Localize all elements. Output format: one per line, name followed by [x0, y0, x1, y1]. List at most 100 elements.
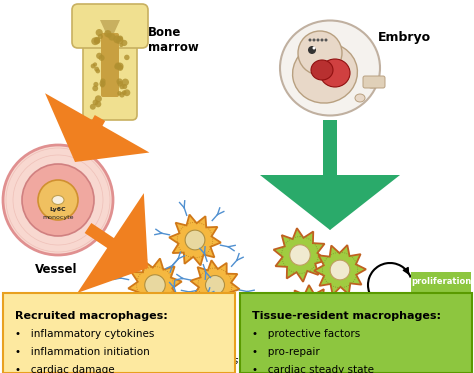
Circle shape	[117, 65, 123, 71]
Circle shape	[95, 69, 100, 73]
Polygon shape	[323, 120, 337, 208]
FancyBboxPatch shape	[411, 272, 471, 292]
Circle shape	[94, 37, 100, 43]
Ellipse shape	[355, 94, 365, 102]
Circle shape	[145, 275, 165, 295]
Circle shape	[98, 34, 103, 39]
Circle shape	[100, 83, 105, 88]
Circle shape	[312, 38, 316, 41]
Circle shape	[122, 90, 127, 95]
Circle shape	[22, 164, 94, 236]
FancyBboxPatch shape	[72, 4, 148, 48]
Circle shape	[121, 40, 128, 46]
FancyBboxPatch shape	[101, 33, 119, 97]
Polygon shape	[100, 20, 120, 42]
Ellipse shape	[320, 59, 350, 87]
Polygon shape	[169, 214, 221, 266]
Circle shape	[309, 38, 311, 41]
Polygon shape	[79, 115, 105, 149]
Polygon shape	[128, 258, 182, 311]
Circle shape	[317, 38, 319, 41]
Text: •   cardiac steady state: • cardiac steady state	[252, 365, 374, 373]
Circle shape	[119, 43, 123, 47]
Circle shape	[96, 29, 103, 36]
FancyBboxPatch shape	[83, 25, 137, 120]
Circle shape	[118, 81, 123, 87]
Circle shape	[114, 64, 120, 69]
FancyBboxPatch shape	[363, 76, 385, 88]
Text: proliferation: proliferation	[411, 278, 471, 286]
Polygon shape	[319, 208, 341, 230]
Text: •   inflammatory cytokines: • inflammatory cytokines	[15, 329, 155, 339]
Circle shape	[117, 35, 123, 41]
Polygon shape	[75, 142, 92, 162]
Circle shape	[94, 38, 100, 44]
Circle shape	[298, 31, 342, 75]
Text: Vessel: Vessel	[35, 263, 77, 276]
Polygon shape	[286, 285, 334, 335]
Polygon shape	[314, 245, 366, 295]
Ellipse shape	[365, 78, 379, 88]
Circle shape	[94, 67, 99, 72]
Circle shape	[330, 260, 350, 280]
Circle shape	[99, 55, 105, 61]
Circle shape	[91, 37, 99, 45]
Circle shape	[117, 78, 123, 85]
Circle shape	[100, 81, 106, 87]
Polygon shape	[85, 223, 137, 263]
Circle shape	[107, 33, 111, 38]
Circle shape	[93, 82, 99, 87]
Text: •   protective factors: • protective factors	[252, 329, 360, 339]
Circle shape	[124, 55, 129, 60]
Circle shape	[104, 30, 111, 37]
Text: •   pro-repair: • pro-repair	[252, 347, 320, 357]
Circle shape	[117, 91, 122, 95]
Circle shape	[325, 38, 328, 41]
Circle shape	[113, 35, 121, 43]
Circle shape	[115, 62, 121, 69]
Circle shape	[95, 101, 101, 107]
Text: Recruited macrophages:: Recruited macrophages:	[15, 311, 168, 321]
Circle shape	[90, 104, 96, 110]
Circle shape	[92, 85, 98, 91]
Circle shape	[206, 276, 225, 295]
Circle shape	[93, 62, 97, 66]
Circle shape	[116, 63, 124, 70]
Polygon shape	[273, 228, 327, 282]
Circle shape	[116, 37, 124, 44]
Text: •   cardiac damage: • cardiac damage	[15, 365, 115, 373]
Text: Tissue-resident macrophages:: Tissue-resident macrophages:	[252, 311, 441, 321]
Text: monocyte: monocyte	[42, 216, 74, 220]
Text: CCR2⁻ macrophages: CCR2⁻ macrophages	[284, 348, 386, 358]
Circle shape	[119, 92, 125, 98]
Circle shape	[312, 47, 316, 50]
Circle shape	[38, 180, 78, 220]
Circle shape	[109, 33, 116, 41]
Circle shape	[91, 64, 96, 69]
Circle shape	[175, 310, 195, 330]
Circle shape	[96, 53, 102, 59]
Circle shape	[95, 95, 102, 102]
Text: CCR2⁺ macrophages: CCR2⁺ macrophages	[137, 356, 239, 366]
Text: Embryo: Embryo	[378, 31, 431, 44]
Circle shape	[185, 230, 205, 250]
Circle shape	[3, 145, 113, 255]
Ellipse shape	[311, 60, 333, 80]
Ellipse shape	[280, 21, 380, 116]
Ellipse shape	[52, 195, 64, 204]
Circle shape	[119, 84, 125, 89]
Circle shape	[122, 79, 129, 86]
Circle shape	[308, 46, 316, 54]
Circle shape	[301, 301, 319, 320]
Circle shape	[92, 100, 99, 105]
Polygon shape	[191, 260, 240, 310]
Polygon shape	[160, 294, 210, 346]
Circle shape	[123, 89, 130, 96]
Text: Bone
marrow: Bone marrow	[148, 26, 199, 54]
Polygon shape	[128, 250, 148, 268]
Ellipse shape	[292, 43, 357, 103]
Circle shape	[122, 84, 127, 89]
Circle shape	[100, 78, 106, 84]
Text: Ly6C: Ly6C	[50, 207, 66, 213]
Text: •   inflammation initiation: • inflammation initiation	[15, 347, 150, 357]
